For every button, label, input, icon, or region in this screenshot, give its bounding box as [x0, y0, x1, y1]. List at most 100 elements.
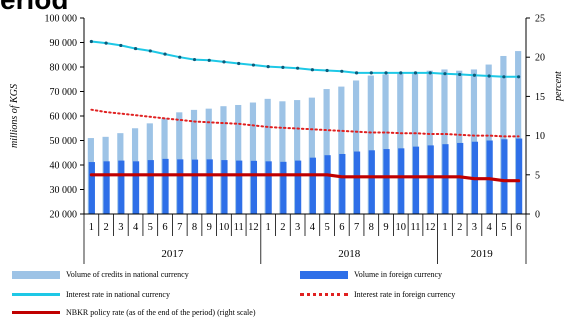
- x-tick-label: 2: [280, 222, 285, 233]
- bar-credits-national: [249, 102, 257, 214]
- legend-item-policy-rate: NBKR policy rate (as of the end of the p…: [12, 308, 256, 317]
- point-rate-national: [104, 41, 108, 45]
- bar-credits-national: [397, 73, 404, 214]
- bar-foreign-volume: [265, 161, 272, 214]
- point-rate-national: [237, 61, 241, 66]
- bar-foreign-volume: [280, 161, 287, 214]
- x-tick-label: 6: [516, 222, 521, 233]
- bar-credits-national: [515, 51, 522, 215]
- bar-foreign-volume: [177, 159, 184, 214]
- bar-credits-national: [441, 69, 448, 214]
- bar-credits-national: [382, 74, 389, 214]
- point-rate-national: [89, 39, 93, 44]
- left-tick-label: 100 000: [45, 14, 78, 25]
- left-tick-label: 60 000: [50, 112, 78, 123]
- x-tick-label: 9: [207, 222, 212, 233]
- bar-foreign-volume: [132, 161, 140, 214]
- x-tick-label: 5: [501, 222, 506, 233]
- x-tick-label: 4: [133, 222, 139, 233]
- left-tick-label: 30 000: [50, 185, 78, 196]
- point-rate-national: [413, 71, 418, 75]
- left-tick-label: 20 000: [50, 210, 78, 221]
- bar-foreign-volume: [353, 151, 361, 214]
- x-tick-label: 3: [472, 222, 477, 233]
- right-tick-label: 0: [535, 210, 540, 221]
- point-rate-national: [163, 52, 167, 56]
- y-axis-right-label: percent: [553, 71, 564, 102]
- right-tick-label: 15: [535, 92, 545, 103]
- point-rate-national: [296, 66, 300, 70]
- year-label: 2018: [338, 248, 361, 260]
- bar-foreign-volume: [368, 150, 375, 214]
- y-axis-left-label: millions of KGS: [9, 84, 20, 148]
- point-rate-national: [472, 73, 477, 77]
- bar-foreign-volume: [221, 160, 228, 214]
- right-tick-label: 5: [535, 170, 540, 181]
- right-tick-label: 10: [535, 131, 545, 142]
- bar-credits-national: [456, 70, 463, 214]
- bar-credits-national: [485, 64, 492, 214]
- left-tick-label: 80 000: [50, 63, 78, 74]
- left-tick-label: 40 000: [50, 161, 78, 172]
- bar-credits-national: [294, 100, 301, 214]
- x-tick-label: 7: [177, 222, 182, 233]
- bar-credits-national: [352, 80, 360, 214]
- x-tick-label: 6: [162, 222, 167, 233]
- legend-item-foreign-volume: Volume in foreign currency: [300, 270, 442, 279]
- point-rate-national: [443, 72, 447, 76]
- x-tick-label: 4: [487, 222, 493, 233]
- point-rate-national: [517, 75, 521, 79]
- x-tick-label: 4: [310, 222, 316, 233]
- x-tick-label: 7: [354, 222, 359, 233]
- legend-swatch-credits-national: [12, 270, 60, 279]
- bar-foreign-volume: [412, 146, 420, 214]
- point-rate-national: [502, 75, 506, 79]
- point-rate-national: [384, 71, 388, 75]
- bar-credits-national: [500, 55, 507, 214]
- bar-credits-national: [338, 86, 345, 214]
- point-rate-national: [310, 68, 314, 72]
- x-tick-label: 10: [396, 222, 407, 233]
- point-rate-national: [399, 71, 403, 75]
- x-tick-label: 3: [295, 222, 300, 233]
- point-rate-national: [119, 43, 123, 48]
- legend-swatch-rate-foreign: [300, 293, 348, 296]
- bar-foreign-volume: [191, 159, 199, 214]
- left-tick-label: 50 000: [50, 136, 78, 147]
- point-rate-national: [281, 65, 285, 69]
- legend-label-rate-national: Interest rate in national currency: [66, 290, 170, 299]
- bar-foreign-volume: [88, 162, 95, 214]
- point-rate-national: [192, 57, 197, 62]
- bar-foreign-volume: [162, 158, 169, 214]
- left-tick-label: 90 000: [50, 38, 78, 49]
- legend-label-credits-national: Volume of credits in national currency: [66, 270, 189, 279]
- right-tick-label: 25: [535, 14, 545, 25]
- point-rate-national: [251, 63, 256, 67]
- bar-foreign-volume: [236, 160, 243, 214]
- bar-credits-national: [367, 75, 374, 214]
- bar-foreign-volume: [383, 149, 390, 214]
- bar-foreign-volume: [206, 159, 213, 214]
- point-rate-national: [487, 74, 491, 78]
- point-rate-national: [178, 55, 182, 59]
- bar-foreign-volume: [147, 160, 154, 214]
- year-label: 2019: [471, 248, 494, 260]
- right-tick-label: 20: [535, 53, 545, 64]
- bar-foreign-volume: [442, 144, 449, 214]
- bar-credits-national: [308, 97, 315, 214]
- bar-foreign-volume: [516, 138, 523, 214]
- point-rate-national: [266, 65, 270, 69]
- bar-foreign-volume: [501, 139, 508, 214]
- bar-foreign-volume: [309, 157, 316, 214]
- point-rate-national: [222, 60, 226, 64]
- point-rate-national: [325, 68, 329, 73]
- x-tick-label: 8: [369, 222, 374, 233]
- x-tick-label: 5: [324, 222, 329, 233]
- bar-foreign-volume: [324, 155, 331, 214]
- bar-credits-national: [323, 89, 330, 214]
- legend: Volume of credits in national currency V…: [0, 266, 571, 320]
- left-tick-label: 70 000: [50, 87, 78, 98]
- line-rate-foreign: [90, 108, 520, 138]
- point-rate-national: [340, 69, 344, 73]
- bar-foreign-volume: [250, 160, 258, 214]
